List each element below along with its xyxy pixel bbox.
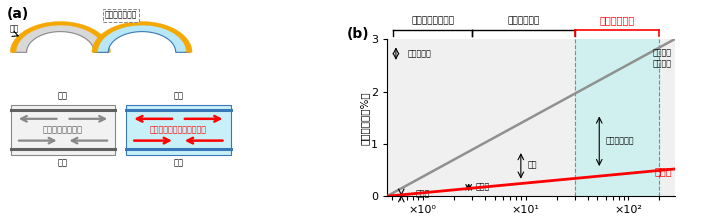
Text: 一般的な
フィルム: 一般的な フィルム (653, 49, 672, 68)
Text: 膨張: 膨張 (58, 92, 68, 101)
Text: 収縮: 収縮 (173, 159, 183, 168)
Text: 本研究で開発したフィルム: 本研究で開発したフィルム (150, 125, 207, 134)
Text: 収縮: 収縮 (58, 159, 68, 168)
Text: 半導体: 半導体 (476, 182, 491, 191)
Bar (574, 39, 660, 196)
Polygon shape (94, 23, 190, 52)
Polygon shape (10, 22, 111, 52)
Text: ガラス: ガラス (415, 189, 430, 199)
Text: 導電体や半導体: 導電体や半導体 (104, 11, 137, 20)
FancyBboxPatch shape (11, 105, 115, 155)
Text: (a): (a) (7, 7, 29, 20)
Text: フォルダブル: フォルダブル (599, 15, 635, 25)
Text: インプランタブル: インプランタブル (411, 16, 454, 25)
FancyBboxPatch shape (126, 105, 231, 155)
Text: 金属: 金属 (528, 160, 537, 169)
Text: (b): (b) (346, 27, 369, 41)
Text: 膨張: 膨張 (173, 92, 183, 101)
Text: ウェアラブル: ウェアラブル (507, 16, 540, 25)
Text: 破断ひずみ: 破断ひずみ (408, 49, 432, 58)
Text: ハードコート: ハードコート (606, 137, 634, 146)
Text: 本研究: 本研究 (655, 166, 672, 176)
Text: 一般的なフィルム: 一般的なフィルム (43, 125, 83, 134)
Text: 破壊: 破壊 (10, 24, 19, 33)
Polygon shape (13, 23, 109, 52)
Y-axis label: 表面ひずみ（%）: 表面ひずみ（%） (359, 91, 369, 145)
Polygon shape (92, 22, 192, 52)
